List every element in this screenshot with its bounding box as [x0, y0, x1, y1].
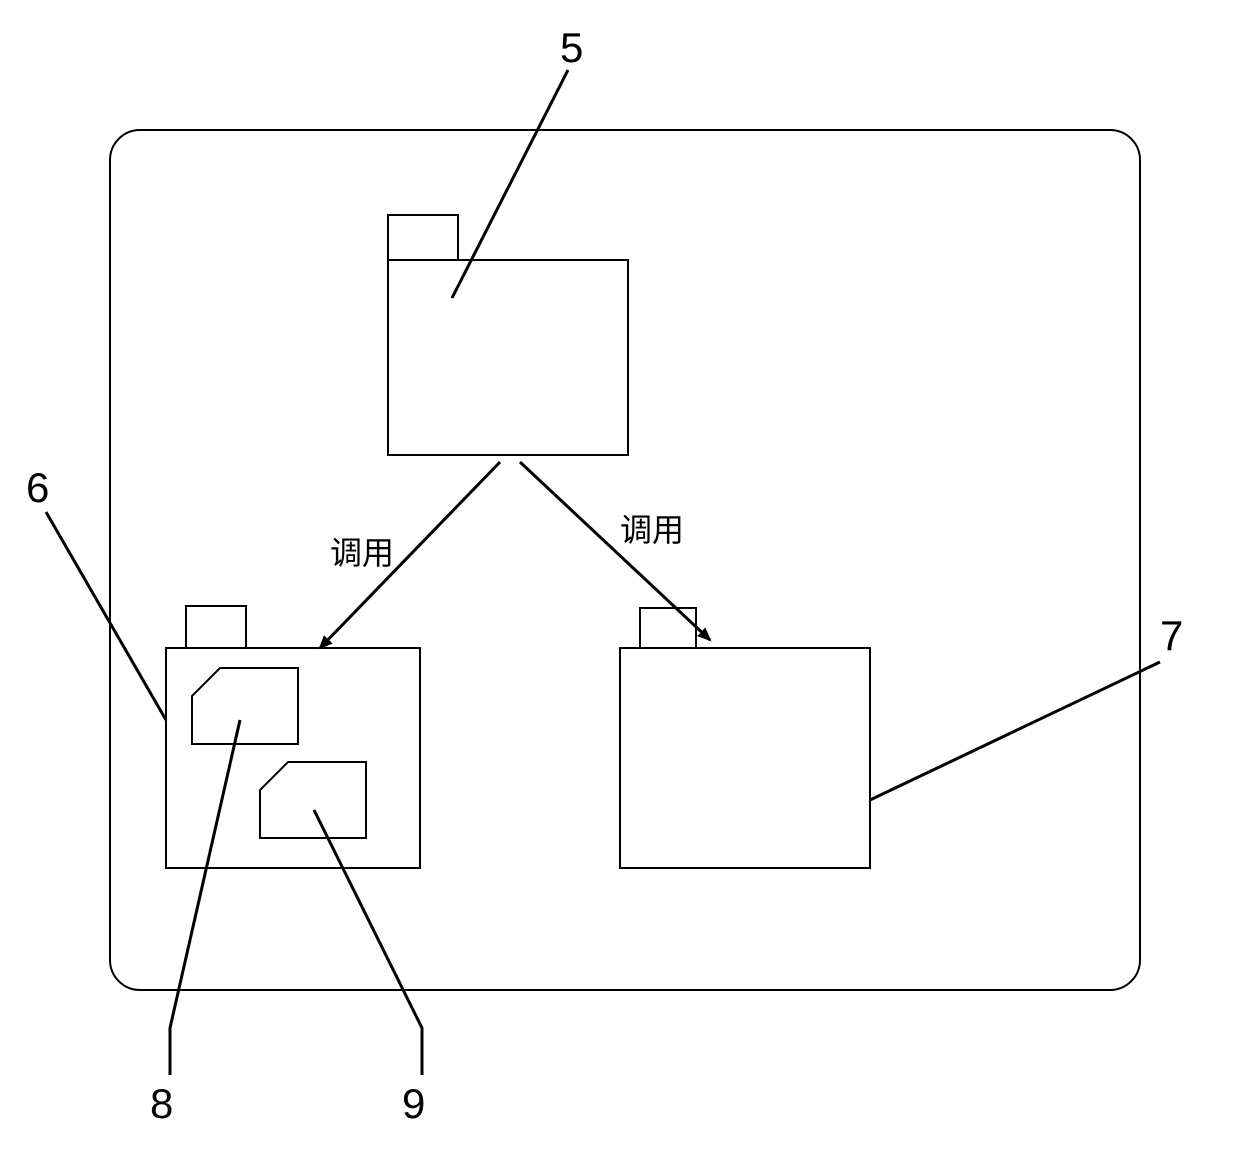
- callout-line-7: [870, 662, 1160, 800]
- arrow-left-label: 调用: [330, 528, 394, 574]
- callout-label-8: 8: [150, 1080, 173, 1128]
- folder-top: [388, 215, 628, 455]
- callout-label-9: 9: [402, 1080, 425, 1128]
- callout-label-7: 7: [1160, 612, 1183, 660]
- arrow-right-label: 调用: [620, 505, 684, 551]
- arrow-right: [520, 462, 710, 640]
- callout-line-6: [46, 512, 166, 720]
- note-shape-1: [192, 668, 298, 744]
- folder-left: [166, 606, 420, 868]
- callout-label-5: 5: [560, 24, 583, 72]
- callout-label-6: 6: [26, 464, 49, 512]
- diagram-canvas: [0, 0, 1237, 1163]
- note-shape-2: [260, 762, 366, 838]
- folder-right: [620, 608, 870, 868]
